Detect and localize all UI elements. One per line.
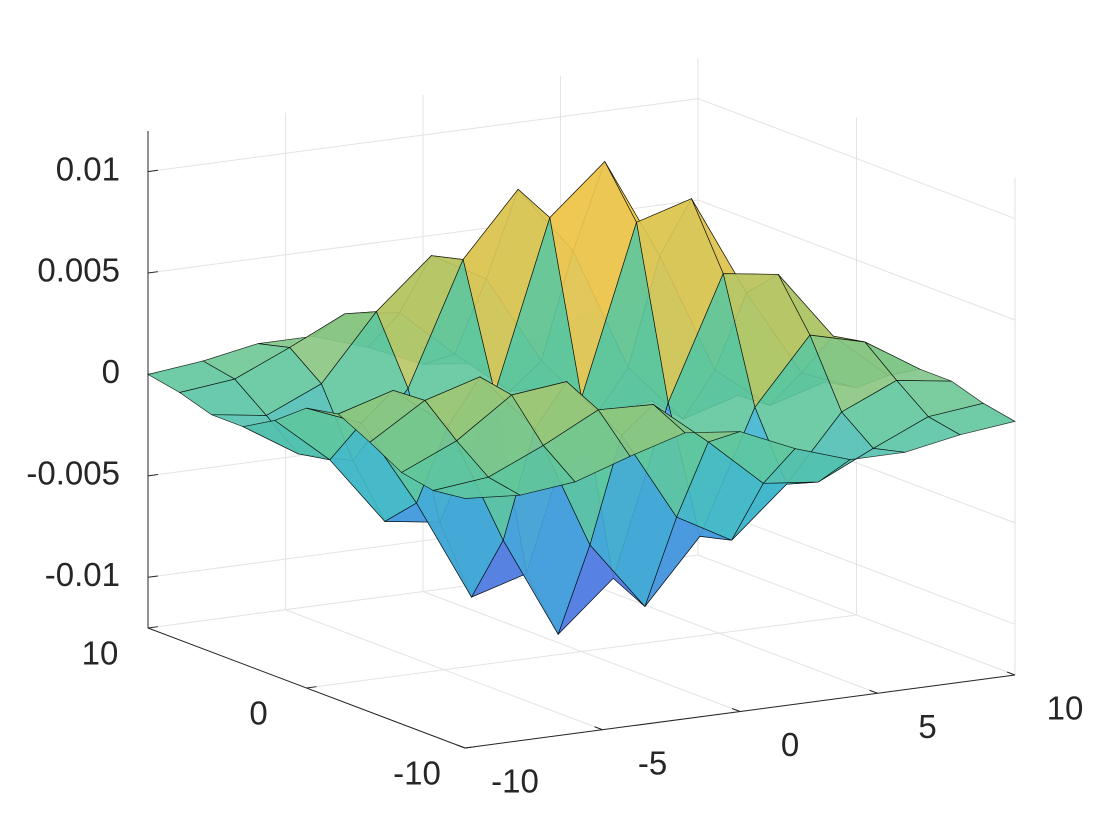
x-tick-label: 10 (1047, 690, 1084, 727)
y-tick (464, 746, 475, 749)
z-tick-label: 0.005 (37, 252, 120, 289)
floor-grid-line (306, 614, 857, 689)
y-tick-label: -10 (393, 755, 441, 792)
z-tick-label: 0.01 (56, 150, 120, 187)
x-tick-label: -5 (638, 744, 667, 781)
z-tick (147, 575, 158, 578)
z-tick-label: -0.01 (45, 556, 120, 593)
z-tick (147, 169, 158, 173)
x-tick (869, 689, 878, 694)
surface-face (433, 476, 522, 499)
x-tick-label: 0 (781, 726, 799, 763)
wall-grid-line (147, 98, 699, 173)
z-tick-label: -0.005 (26, 455, 120, 492)
y-tick (147, 626, 158, 629)
x-tick (1006, 671, 1016, 676)
x-tick (594, 726, 603, 731)
z-tick-label: 0 (102, 353, 120, 390)
z-tick (147, 474, 158, 477)
wall-grid-line (697, 98, 1016, 220)
z-tick (147, 271, 158, 274)
wall-grid-line (697, 199, 1016, 321)
wall-grid-line (697, 503, 1016, 625)
x-tick (731, 708, 741, 712)
y-tick (306, 686, 317, 689)
y-tick-label: 0 (249, 695, 267, 732)
x-tick (456, 744, 466, 749)
x-tick-label: 5 (918, 708, 936, 745)
y-tick-label: 10 (82, 635, 119, 672)
x-tick-label: -10 (491, 763, 539, 800)
